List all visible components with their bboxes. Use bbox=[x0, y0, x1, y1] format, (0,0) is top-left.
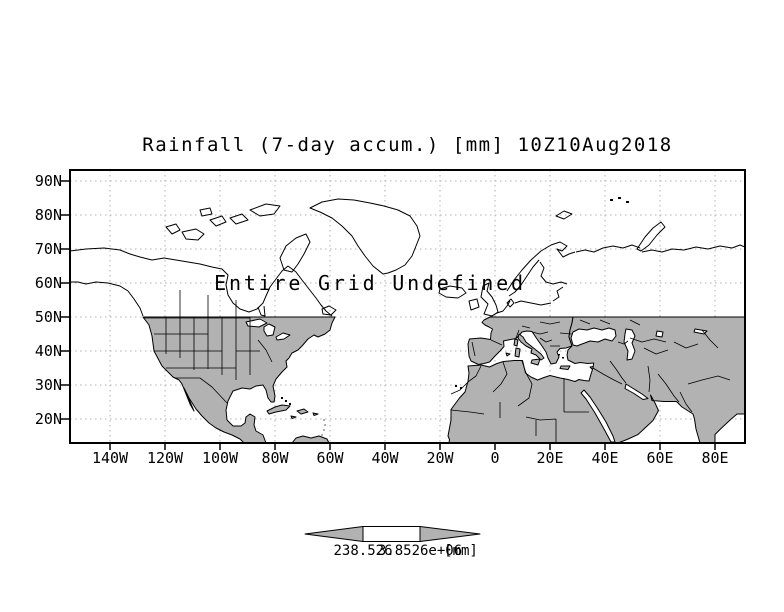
colorbar-left-arrow bbox=[304, 526, 364, 542]
y-tick-20n: 20N bbox=[34, 410, 62, 428]
colorbar-box bbox=[362, 526, 421, 542]
x-tick-120w: 120W bbox=[146, 449, 184, 467]
coastline-layer bbox=[70, 198, 745, 318]
colorbar-min-label: 238.526 bbox=[333, 543, 393, 559]
x-tick-0: 0 bbox=[490, 449, 500, 467]
grid-undefined-message: Entire Grid Undefined bbox=[214, 271, 526, 295]
y-axis-tick-marks bbox=[61, 180, 70, 420]
x-tick-140w: 140W bbox=[91, 449, 129, 467]
x-axis-tick-marks bbox=[109, 443, 716, 450]
shaded-land-layer bbox=[142, 316, 745, 443]
colorbar-units-label: [mm] bbox=[444, 543, 478, 559]
caspian-sea bbox=[623, 328, 636, 361]
aral-sea bbox=[655, 330, 664, 338]
africa-mideast-borders bbox=[450, 319, 731, 443]
iceland bbox=[438, 285, 467, 299]
shaded-north-america bbox=[142, 316, 336, 443]
x-tick-40w: 40W bbox=[371, 449, 399, 467]
shaded-caribbean bbox=[266, 404, 330, 443]
y-tick-40n: 40N bbox=[34, 342, 62, 360]
great-britain bbox=[480, 282, 499, 317]
x-tick-60w: 60W bbox=[316, 449, 344, 467]
x-tick-20e: 20E bbox=[536, 449, 564, 467]
x-tick-60e: 60E bbox=[646, 449, 674, 467]
shaded-italy bbox=[517, 333, 545, 361]
map-frame bbox=[69, 169, 746, 444]
y-tick-50n: 50N bbox=[34, 308, 62, 326]
greenland bbox=[309, 198, 421, 275]
colorbar bbox=[304, 526, 481, 542]
y-tick-30n: 30N bbox=[34, 376, 62, 394]
great-lakes bbox=[245, 318, 291, 341]
x-tick-20w: 20W bbox=[426, 449, 454, 467]
border-lines-layer bbox=[143, 290, 731, 443]
axis-ticks bbox=[61, 180, 716, 450]
x-tick-100w: 100W bbox=[201, 449, 239, 467]
y-tick-80n: 80N bbox=[34, 206, 62, 224]
shaded-africa-asia bbox=[447, 316, 745, 443]
us-state-borders bbox=[143, 317, 273, 404]
colorbar-max-label: 3.8526e+06 bbox=[377, 543, 463, 559]
x-tick-80e: 80E bbox=[701, 449, 729, 467]
x-tick-40e: 40E bbox=[591, 449, 619, 467]
canada-borders bbox=[179, 290, 237, 317]
sea-cutout-layer bbox=[245, 318, 708, 443]
island-specks bbox=[281, 197, 629, 405]
x-tick-80w: 80W bbox=[261, 449, 289, 467]
y-tick-70n: 70N bbox=[34, 240, 62, 258]
colorbar-right-arrow bbox=[419, 526, 481, 542]
europe-borders bbox=[471, 321, 573, 357]
y-tick-60n: 60N bbox=[34, 274, 62, 292]
black-sea bbox=[570, 327, 617, 347]
y-tick-90n: 90N bbox=[34, 172, 62, 190]
plot-title: Rainfall (7-day accum.) [mm] 10Z10Aug201… bbox=[142, 134, 673, 156]
ireland bbox=[468, 298, 480, 311]
shaded-europe bbox=[467, 316, 574, 365]
persian-gulf bbox=[624, 383, 649, 400]
